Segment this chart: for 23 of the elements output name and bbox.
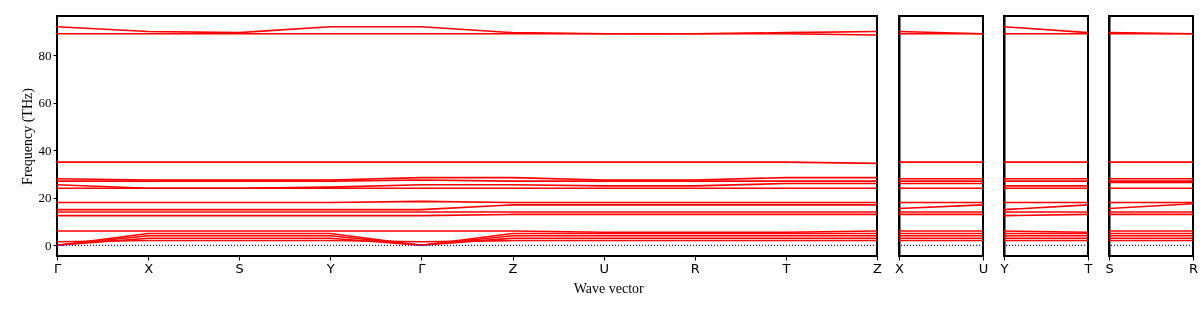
x-tick-label: Γ	[418, 260, 427, 276]
x-tick-label: Z	[508, 260, 518, 276]
x-tick-label: Y	[325, 260, 335, 276]
x-tick-label: R	[1188, 260, 1199, 276]
y-tick-label: 20	[38, 190, 52, 206]
x-tick-label: X	[895, 260, 905, 276]
x-tick-label: S	[235, 260, 244, 276]
y-tick-label: 40	[38, 142, 52, 158]
x-tick-label: Z	[873, 260, 883, 276]
y-tick-label: 60	[38, 95, 52, 111]
x-axis-title: Wave vector	[573, 281, 645, 296]
x-tick-label: X	[144, 260, 154, 276]
x-tick-label: Y	[999, 260, 1009, 276]
x-tick-label: U	[599, 260, 609, 276]
y-axis-title: Frequency (THz)	[19, 87, 36, 185]
x-tick-label: Γ	[53, 260, 62, 276]
x-tick-label: S	[1105, 260, 1114, 276]
y-tick-label: 80	[38, 47, 52, 63]
x-tick-label: R	[690, 260, 700, 276]
y-tick-label: 0	[45, 237, 52, 253]
x-tick-label: T	[1083, 260, 1093, 276]
x-tick-label: T	[781, 260, 791, 276]
x-tick-label: U	[978, 260, 989, 276]
